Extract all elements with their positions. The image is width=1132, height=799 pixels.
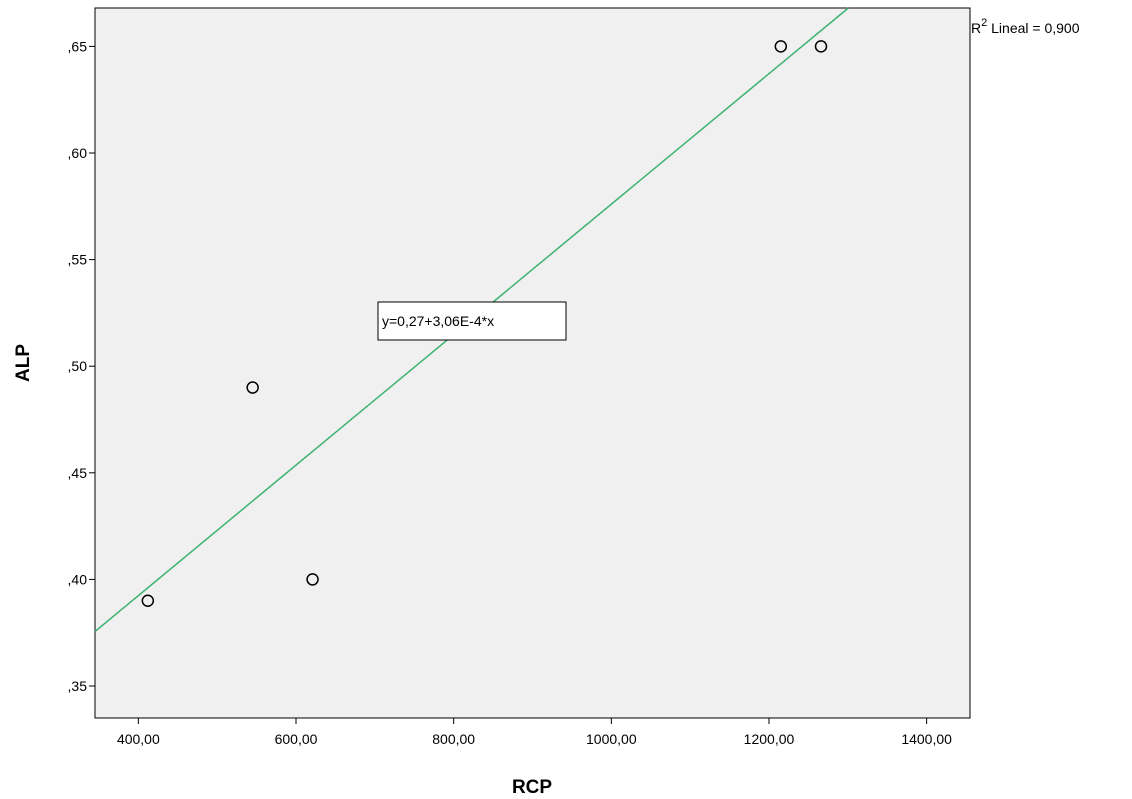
data-point (306, 573, 319, 586)
r-squared-prefix: R (971, 20, 981, 36)
equation-box-frame (377, 301, 567, 341)
data-point (814, 40, 828, 53)
r-squared-superscript: 2 (981, 17, 987, 29)
equation-label: y=0,27+3,06E-4*x (382, 313, 494, 329)
data-point (246, 381, 259, 394)
y-tick-label: ,50 (68, 358, 88, 374)
x-tick-label: 400,00 (117, 731, 160, 747)
x-tick-label: 800,00 (432, 731, 475, 747)
r-squared-label: R2 Lineal = 0,900 (971, 17, 1080, 36)
r-squared-text: Lineal = 0,900 (987, 20, 1079, 36)
x-axis-title: RCP (512, 777, 552, 798)
y-axis-title: ALP (13, 344, 34, 382)
plot-area (94, 7, 971, 719)
equation-box: y=0,27+3,06E-4*x (377, 301, 567, 341)
y-tick-label: ,65 (68, 38, 88, 54)
y-tick-label: ,55 (68, 252, 88, 268)
x-tick-label: 600,00 (275, 731, 318, 747)
data-point (774, 40, 788, 53)
y-tick-label: ,35 (68, 678, 88, 694)
data-point (141, 594, 155, 607)
y-tick-label: ,45 (68, 465, 88, 481)
x-tick-label: 1200,00 (744, 731, 795, 747)
x-tick-label: 1000,00 (586, 731, 637, 747)
y-tick-label: ,40 (68, 571, 88, 587)
x-tick-label: 1400,00 (901, 731, 952, 747)
y-tick-label: ,60 (68, 145, 88, 161)
